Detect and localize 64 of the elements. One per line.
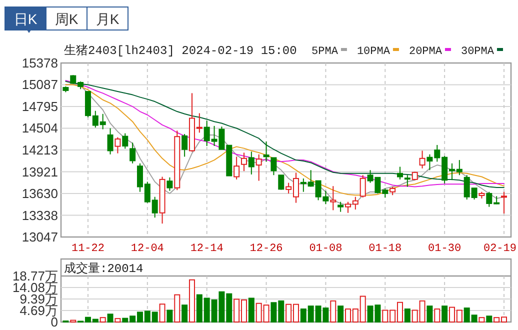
candlestick: [278, 174, 284, 190]
candlestick: [270, 157, 277, 176]
candlestick: [338, 201, 344, 212]
bar: [442, 306, 448, 322]
candlestick: [107, 128, 114, 155]
y-tick-label: 18.77万: [12, 268, 58, 284]
y-tick-label: 15378: [22, 56, 58, 70]
bar: [248, 298, 254, 322]
candlestick: [182, 133, 188, 158]
candlestick: [330, 186, 336, 211]
bar: [486, 316, 492, 322]
candlestick: [360, 174, 366, 198]
bar: [100, 317, 106, 322]
bar: [114, 318, 121, 322]
candlestick: [248, 151, 254, 175]
candlestick: [263, 141, 270, 162]
text: 周K: [54, 11, 79, 27]
x-tick-label: 01-18: [368, 243, 402, 255]
x-tick-label: 01-30: [428, 243, 462, 255]
bar: [478, 317, 485, 322]
bar: [330, 300, 336, 322]
legend-label: 30PMA: [460, 46, 494, 58]
candlestick: [419, 150, 426, 169]
candlestick: [234, 156, 240, 180]
candlestick: [396, 166, 403, 180]
x-tick-label: 12-04: [130, 243, 164, 255]
candlestick: [114, 136, 121, 154]
y-tick-label: 13921: [22, 164, 58, 180]
legend-label: 20PMA: [408, 46, 442, 58]
y-tick-label: 13047: [22, 230, 58, 244]
text: 日K: [14, 11, 38, 27]
candlestick: [501, 191, 507, 214]
legend-label: 5PMA: [312, 46, 338, 58]
y-tick-label: 15087: [22, 77, 58, 92]
chart-title: 成交量:20014: [64, 261, 144, 276]
y-tick-label: 14504: [22, 120, 58, 136]
bar: [166, 310, 173, 322]
bar: [338, 306, 344, 322]
y-tick-label: 13630: [22, 186, 58, 201]
text: 月K: [96, 11, 120, 27]
x-tick-label: 11-22: [71, 243, 104, 255]
candlestick: [404, 174, 410, 188]
x-tick-label: 01-08: [309, 243, 342, 255]
y-tick-label: 14795: [22, 99, 58, 114]
candlestick: [130, 142, 136, 164]
bar: [159, 304, 166, 322]
candlestick: [122, 132, 128, 150]
x-tick-label: 12-14: [190, 243, 224, 255]
bar: [174, 294, 180, 322]
bar: [426, 306, 433, 322]
x-tick-label: 02-19: [483, 243, 517, 255]
bar: [107, 314, 114, 322]
candlestick: [256, 154, 262, 182]
y-tick-label: 14213: [22, 142, 58, 158]
candlestick: [166, 176, 173, 192]
bar: [434, 308, 440, 322]
y-tick-label: 13338: [22, 208, 58, 223]
bar: [404, 308, 410, 322]
candlestick: [240, 152, 247, 172]
chart-title: 生猪2403[lh2403] 2024-02-19 15:00: [64, 44, 297, 58]
bar: [188, 279, 195, 322]
legend-label: 10PMA: [356, 46, 390, 58]
x-tick-label: 12-26: [250, 243, 283, 255]
bar: [182, 304, 188, 322]
